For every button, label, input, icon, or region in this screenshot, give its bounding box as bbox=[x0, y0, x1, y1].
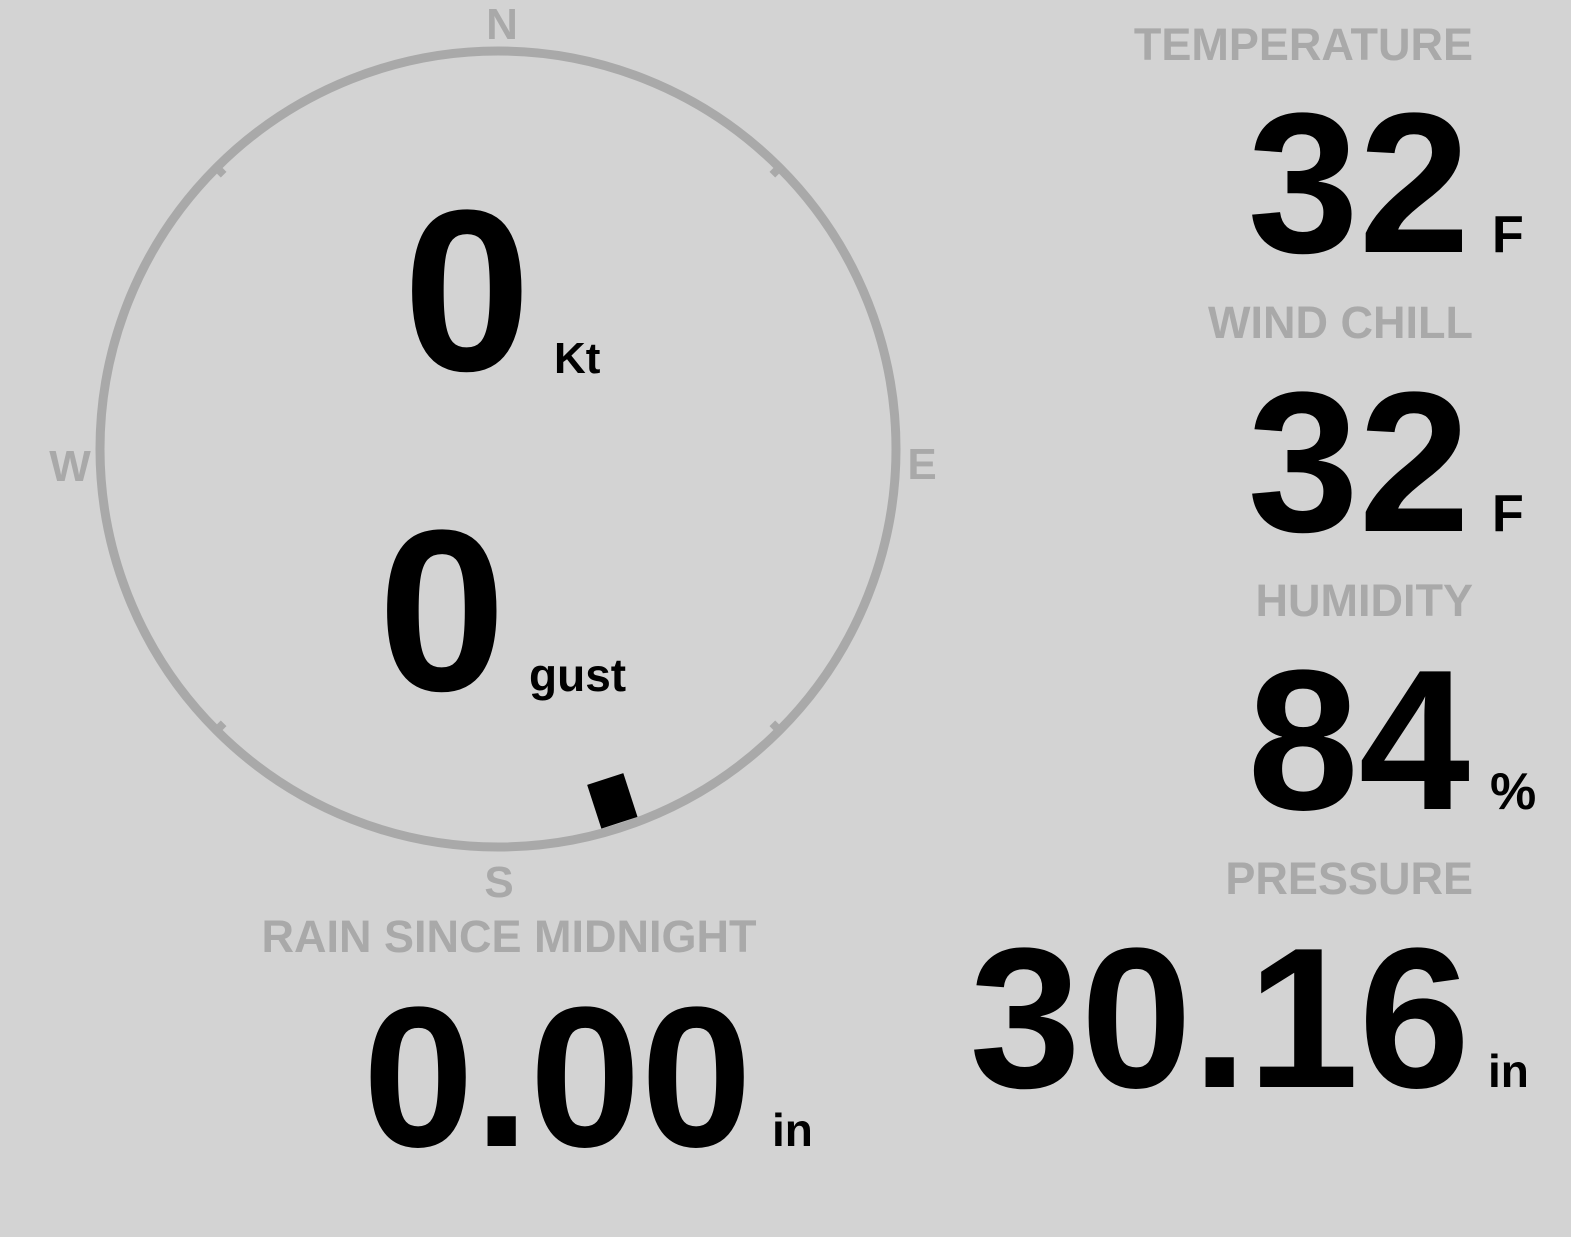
rain-panel: RAIN SINCE MIDNIGHT 0.00 in bbox=[262, 911, 813, 1189]
rain-label: RAIN SINCE MIDNIGHT bbox=[262, 911, 757, 962]
compass-west-label: W bbox=[49, 442, 91, 491]
wind-chill-unit: F bbox=[1492, 485, 1524, 543]
temperature-panel: TEMPERATURE 32 F bbox=[1134, 19, 1524, 295]
pressure-unit: in bbox=[1488, 1045, 1529, 1097]
wind-chill-label: WIND CHILL bbox=[1208, 297, 1473, 348]
compass-tick bbox=[210, 720, 227, 737]
compass-ticks bbox=[210, 161, 786, 737]
temperature-unit: F bbox=[1492, 206, 1524, 264]
gust-unit: gust bbox=[529, 649, 626, 701]
compass-tick bbox=[210, 161, 227, 178]
humidity-label: HUMIDITY bbox=[1256, 575, 1474, 626]
compass-ring bbox=[95, 46, 901, 852]
wind-direction-marker bbox=[587, 773, 638, 829]
compass-north-label: N bbox=[486, 0, 518, 49]
compass: N S W E 0 Kt 0 gust bbox=[49, 0, 936, 907]
compass-south-label: S bbox=[484, 858, 513, 907]
temperature-value: 32 bbox=[1248, 72, 1470, 295]
pressure-value: 30.16 bbox=[970, 907, 1471, 1130]
pressure-panel: PRESSURE 30.16 in bbox=[970, 853, 1529, 1130]
temperature-label: TEMPERATURE bbox=[1134, 19, 1473, 70]
rain-unit: in bbox=[772, 1104, 813, 1156]
compass-tick bbox=[769, 161, 786, 178]
wind-chill-panel: WIND CHILL 32 F bbox=[1208, 297, 1524, 574]
humidity-panel: HUMIDITY 84 % bbox=[1248, 575, 1537, 852]
rain-value: 0.00 bbox=[363, 966, 752, 1189]
wind-chill-value: 32 bbox=[1248, 351, 1470, 574]
compass-tick bbox=[769, 720, 786, 737]
wind-speed-value: 0 bbox=[403, 162, 531, 419]
humidity-unit: % bbox=[1490, 763, 1536, 821]
humidity-value: 84 bbox=[1248, 629, 1470, 852]
compass-east-label: E bbox=[907, 440, 936, 489]
wind-speed-unit: Kt bbox=[554, 334, 601, 383]
pressure-label: PRESSURE bbox=[1225, 853, 1473, 904]
gust-value: 0 bbox=[378, 482, 506, 739]
